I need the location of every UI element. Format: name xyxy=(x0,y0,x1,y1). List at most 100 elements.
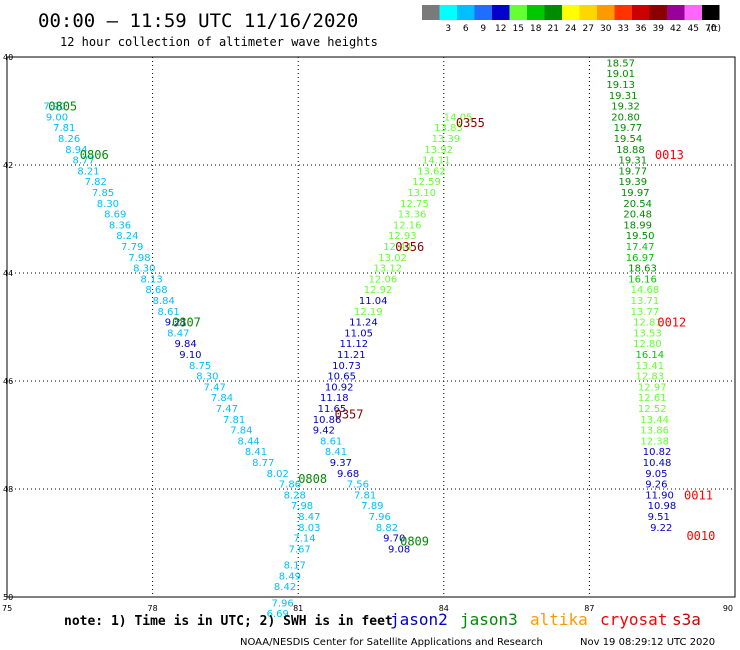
swh-value: 9.05 xyxy=(645,469,667,480)
data-points: 7.909.007.818.268.948.778.217.827.858.30… xyxy=(43,58,676,620)
swh-value: 7.67 xyxy=(288,544,310,555)
colorbar-swatch xyxy=(579,5,597,20)
footer-timestamp: Nov 19 08:29:12 UTC 2020 xyxy=(580,637,715,648)
swh-value: 7.98 xyxy=(291,501,313,512)
swh-value: 9.51 xyxy=(648,512,670,523)
swh-value: 8.30 xyxy=(196,372,218,383)
swh-value: 20.54 xyxy=(623,199,652,210)
swh-value: 8.47 xyxy=(298,512,320,523)
colorbar-swatch xyxy=(492,5,510,20)
pass-label: 0357 xyxy=(335,407,364,421)
swh-value: 13.10 xyxy=(407,188,436,199)
swh-value: 7.14 xyxy=(293,534,315,545)
swh-value: 7.90 xyxy=(43,102,65,113)
swh-value: 7.81 xyxy=(223,415,245,426)
swh-value: 8.36 xyxy=(109,220,131,231)
swh-value: 8.41 xyxy=(245,447,267,458)
colorbar-swatch xyxy=(597,5,615,20)
swh-value: 13.36 xyxy=(398,210,427,221)
swh-value: 7.81 xyxy=(354,490,376,501)
swh-value: 19.77 xyxy=(614,123,643,134)
swh-value: 10.98 xyxy=(648,501,677,512)
colorbar-label: 18 xyxy=(530,24,542,34)
pass-label: 0808 xyxy=(298,472,327,486)
colorbar-swatch xyxy=(422,5,440,20)
swh-value: 19.13 xyxy=(606,80,635,91)
swh-value: 19.31 xyxy=(619,156,648,167)
colorbar-swatch xyxy=(439,5,457,20)
swh-value: 11.90 xyxy=(645,490,674,501)
swh-value: 9.68 xyxy=(337,469,359,480)
pass-label: 0010 xyxy=(686,529,715,543)
plot-grid xyxy=(7,57,735,597)
swh-value: 8.61 xyxy=(157,307,179,318)
swh-value: 8.30 xyxy=(97,199,119,210)
colorbar-unit: (ft) xyxy=(708,24,722,34)
swh-value: 13.77 xyxy=(631,307,660,318)
swh-value: 12.93 xyxy=(388,231,417,242)
swh-value: 7.86 xyxy=(279,480,301,491)
swh-value: 11.24 xyxy=(349,318,378,329)
legend-s3a: s3a xyxy=(672,610,701,629)
x-tick-label: 75 xyxy=(2,604,12,613)
swh-value: 9.22 xyxy=(650,523,672,534)
swh-value: 6.69 xyxy=(267,609,289,620)
swh-value: 12.06 xyxy=(369,274,398,285)
swh-value: 19.97 xyxy=(621,188,650,199)
swh-value: 12.83 xyxy=(636,372,665,383)
swh-value: 8.77 xyxy=(252,458,274,469)
swh-value: 7.96 xyxy=(272,598,294,609)
swh-value: 11.05 xyxy=(344,328,373,339)
y-tick-label: 46 xyxy=(3,377,13,386)
swh-value: 12.44 xyxy=(383,242,412,253)
swh-value: 8.41 xyxy=(325,447,347,458)
swh-value: 9.08 xyxy=(388,544,410,555)
swh-value: 9.00 xyxy=(46,112,68,123)
swh-value: 7.96 xyxy=(369,512,391,523)
swh-value: 16.97 xyxy=(626,253,655,264)
legend-cryosat: cryosat xyxy=(600,610,667,629)
swh-value: 13.92 xyxy=(424,145,453,156)
swh-value: 13.53 xyxy=(633,328,662,339)
swh-value: 16.14 xyxy=(636,350,665,361)
swh-value: 8.68 xyxy=(145,285,167,296)
colorbar-label: 27 xyxy=(583,24,594,34)
colorbar-label: 24 xyxy=(565,24,577,34)
swh-value: 10.86 xyxy=(313,415,342,426)
pass-label: 0011 xyxy=(684,488,713,502)
swh-value: 18.88 xyxy=(616,145,645,156)
colorbar: 3 6 9 12 15 18 21 24 27 30 33 36 39 42 45 70(ft) xyxy=(422,5,721,34)
swh-value: 12.75 xyxy=(400,199,429,210)
swh-value: 8.02 xyxy=(267,469,289,480)
y-tick-label: 48 xyxy=(3,485,13,494)
colorbar-swatch xyxy=(544,5,562,20)
swh-value: 7.82 xyxy=(85,177,107,188)
swh-value: 7.47 xyxy=(204,382,226,393)
swh-value: 9.84 xyxy=(174,339,196,350)
colorbar-label: 21 xyxy=(548,24,559,34)
swh-value: 8.13 xyxy=(140,274,162,285)
colorbar-label: 36 xyxy=(635,24,647,34)
swh-value: 9.10 xyxy=(179,350,201,361)
chart-title: 00:00 – 11:59 UTC 11/16/2020 xyxy=(38,10,358,32)
colorbar-label: 12 xyxy=(495,24,506,34)
colorbar-swatch xyxy=(684,5,702,20)
colorbar-label: 39 xyxy=(653,24,665,34)
swh-value: 8.61 xyxy=(320,436,342,447)
swh-value: 20.80 xyxy=(611,112,640,123)
swh-value: 8.26 xyxy=(58,134,80,145)
x-tick-label: 87 xyxy=(584,604,594,613)
footer-credit: NOAA/NESDIS Center for Satellite Applica… xyxy=(240,637,543,648)
swh-value: 12.92 xyxy=(364,285,393,296)
swh-value: 20.48 xyxy=(623,210,652,221)
x-tick-label: 78 xyxy=(148,604,158,613)
swh-value: 7.47 xyxy=(216,404,238,415)
swh-value: 13.44 xyxy=(640,415,669,426)
swh-value: 19.50 xyxy=(626,231,655,242)
colorbar-label: 45 xyxy=(688,24,699,34)
colorbar-swatch xyxy=(649,5,667,20)
swh-value: 11.04 xyxy=(359,296,388,307)
colorbar-swatch xyxy=(457,5,475,20)
swh-value: 8.17 xyxy=(284,561,306,572)
pass-labels: 0805 0806 0807 0808 0809 0355 0356 0357 0013 0012… xyxy=(48,100,715,549)
